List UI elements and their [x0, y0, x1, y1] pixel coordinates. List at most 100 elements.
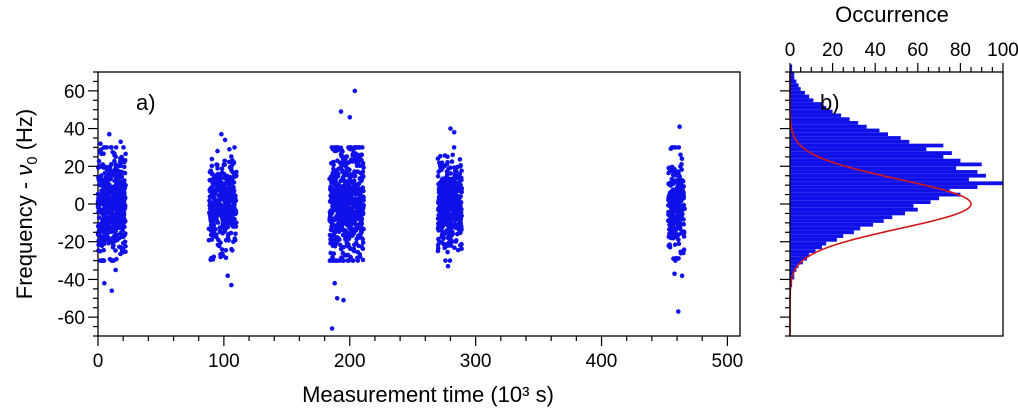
- data-point: [329, 211, 334, 217]
- data-point: [337, 191, 342, 197]
- data-point: [349, 230, 354, 236]
- data-point: [211, 254, 217, 260]
- data-point: [354, 197, 360, 202]
- data-point: [123, 218, 128, 224]
- data-point: [452, 182, 458, 188]
- data-point: [227, 204, 233, 210]
- data-point: [341, 297, 346, 303]
- data-point: [219, 215, 225, 221]
- data-point: [207, 169, 213, 175]
- data-point: [215, 199, 220, 205]
- data-point: [670, 181, 676, 187]
- data-point: [217, 176, 223, 181]
- data-point: [346, 197, 351, 203]
- data-point: [670, 187, 676, 192]
- data-point: [110, 244, 116, 250]
- data-point: [96, 230, 101, 236]
- data-point: [207, 194, 213, 200]
- data-point: [333, 258, 339, 263]
- data-point: [215, 148, 220, 154]
- data-point: [347, 245, 352, 250]
- histogram-bar: [790, 260, 803, 265]
- data-point: [360, 240, 366, 245]
- data-point: [445, 160, 450, 165]
- data-point: [360, 169, 366, 174]
- data-point: [119, 174, 125, 179]
- data-point: [219, 247, 225, 252]
- data-point: [360, 173, 366, 179]
- data-point: [670, 145, 676, 150]
- scatter-x-axis-title: Measurement time (10³ s): [302, 382, 554, 407]
- data-point: [344, 192, 350, 198]
- data-point: [447, 234, 452, 240]
- data-point: [101, 207, 107, 212]
- scatter-panel-label: a): [136, 90, 156, 115]
- data-point: [228, 214, 233, 219]
- histogram-bar: [790, 98, 814, 103]
- histogram-bar: [790, 151, 952, 155]
- data-point: [113, 195, 119, 201]
- data-point: [444, 200, 449, 206]
- data-point: [227, 218, 233, 223]
- data-point: [670, 193, 676, 198]
- data-point: [215, 166, 220, 171]
- data-point: [345, 201, 351, 206]
- y-tick-label: -60: [58, 308, 85, 329]
- y-tick-label: 0: [74, 195, 85, 216]
- data-point: [352, 217, 358, 222]
- hist-x-tick-label: 20: [822, 40, 843, 61]
- histogram-bar: [790, 64, 793, 69]
- data-point: [122, 164, 127, 170]
- data-point: [231, 180, 237, 185]
- data-point: [453, 209, 458, 214]
- data-point: [227, 182, 232, 187]
- data-point: [672, 166, 677, 172]
- data-point: [208, 178, 213, 183]
- scatter-y-axis-title: Frequency - ν0 (Hz): [12, 109, 41, 300]
- data-point: [354, 163, 360, 168]
- data-point: [676, 241, 682, 247]
- data-point: [355, 206, 360, 212]
- data-point: [108, 176, 113, 181]
- data-point: [120, 227, 125, 233]
- data-point: [452, 169, 458, 174]
- data-point: [676, 178, 681, 184]
- data-point: [209, 237, 215, 242]
- x-tick-label: 100: [208, 351, 240, 372]
- data-point: [96, 215, 102, 220]
- data-point: [355, 255, 360, 261]
- data-point: [112, 178, 117, 184]
- y-tick-label: 20: [64, 157, 85, 178]
- histogram-bar: [790, 173, 986, 178]
- data-point: [332, 244, 338, 249]
- histogram-x-axis: 0 20 40 60 80 100: [785, 40, 1018, 72]
- data-point: [234, 169, 239, 175]
- data-point: [331, 197, 337, 202]
- data-point: [103, 215, 109, 221]
- data-point: [342, 212, 348, 218]
- data-point: [351, 246, 357, 252]
- data-point: [331, 251, 337, 256]
- data-point: [436, 221, 441, 226]
- data-point: [97, 209, 103, 214]
- data-point: [459, 187, 464, 192]
- data-point: [123, 151, 128, 157]
- data-point: [109, 288, 115, 294]
- data-point: [101, 151, 106, 156]
- data-point: [446, 239, 452, 245]
- data-point: [453, 195, 459, 200]
- histogram-panel-label: b): [820, 90, 840, 115]
- data-point: [219, 166, 225, 171]
- x-tick-label: 0: [93, 351, 104, 372]
- data-point: [96, 248, 101, 253]
- data-point: [360, 145, 365, 150]
- data-point: [96, 158, 102, 164]
- data-point: [114, 199, 120, 205]
- data-point: [232, 145, 237, 150]
- histogram-bar: [790, 143, 944, 148]
- data-point: [674, 208, 680, 214]
- data-point: [227, 231, 232, 237]
- data-point: [669, 220, 674, 226]
- histogram-bar: [790, 237, 837, 242]
- data-point: [112, 206, 118, 211]
